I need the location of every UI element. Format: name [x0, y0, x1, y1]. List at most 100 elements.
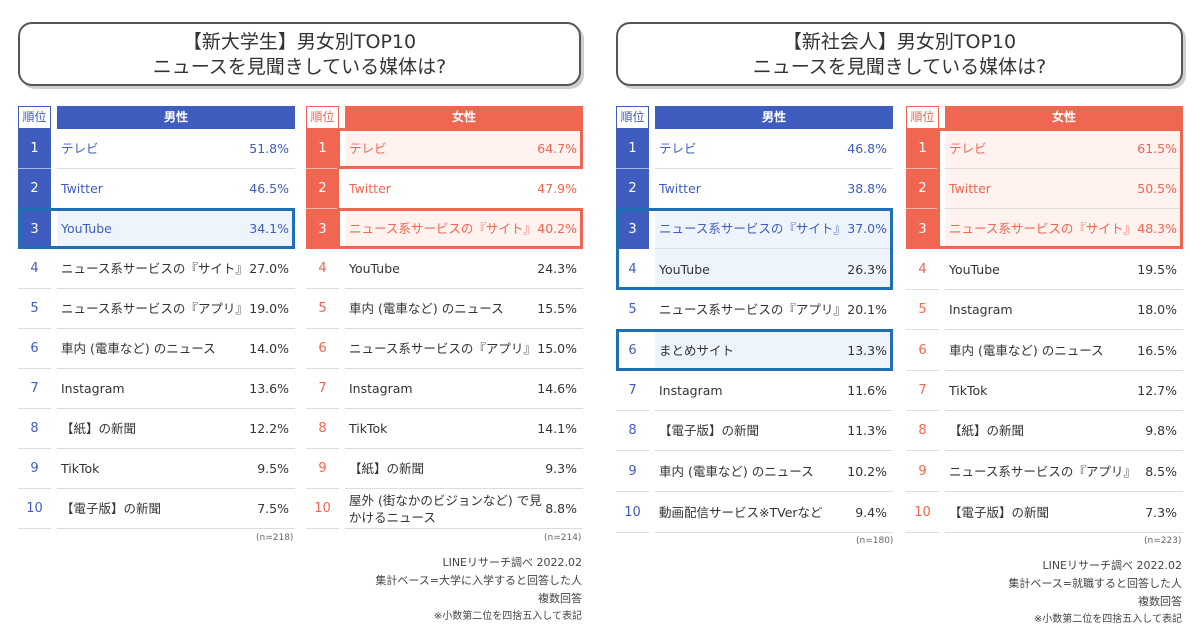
- rank-number: 4: [906, 249, 939, 290]
- percentage-value: 13.6%: [249, 381, 289, 396]
- item-cell: 車内 (電車など) のニュース 16.5%: [945, 330, 1183, 371]
- item-cell: Instagram 14.6%: [345, 369, 583, 409]
- percentage-value: 14.0%: [249, 341, 289, 356]
- rank-number: 10: [18, 489, 51, 529]
- item-cell: ニュース系サービスの『サイト』 40.2%: [345, 209, 583, 249]
- media-name: Instagram: [61, 381, 125, 396]
- male-column-header: 男性: [655, 106, 893, 129]
- item-cell: 車内 (電車など) のニュース 10.2%: [655, 451, 893, 492]
- note-multiple: 複数回答: [538, 592, 582, 605]
- item-cell: ニュース系サービスの『アプリ』 20.1%: [655, 290, 893, 330]
- table-row: 4 YouTube 19.5%: [906, 249, 1183, 290]
- female-sample-size: (n=214): [544, 533, 582, 543]
- percentage-value: 13.3%: [847, 342, 887, 358]
- item-cell: Twitter 47.9%: [345, 169, 583, 209]
- item-cell: Twitter 50.5%: [945, 169, 1183, 209]
- table-row: 10 屋外 (街なかのビジョンなど) で見かけるニュース 8.8%: [306, 489, 583, 529]
- table-row: 9 【紙】の新聞 9.3%: [306, 449, 583, 489]
- table-row: 5 ニュース系サービスの『アプリ』 20.1%: [616, 290, 893, 330]
- rank-number: 2: [306, 169, 339, 209]
- table-row: 6 車内 (電車など) のニュース 16.5%: [906, 330, 1183, 371]
- rank-number: 4: [306, 249, 339, 289]
- item-cell: 車内 (電車など) のニュース 14.0%: [57, 329, 295, 369]
- rank-number: 2: [18, 169, 51, 209]
- media-name: Twitter: [349, 181, 391, 196]
- note-source: LINEリサーチ調べ 2022.02: [442, 556, 582, 569]
- rank-number: 3: [306, 209, 339, 249]
- rank-number: 3: [18, 209, 51, 249]
- media-name: Twitter: [61, 181, 103, 196]
- media-name: ニュース系サービスの『サイト』: [949, 221, 1136, 236]
- rank-number: 8: [616, 411, 649, 451]
- media-name: ニュース系サービスの『サイト』: [349, 221, 536, 236]
- media-name: 動画配信サービス※TVerなど: [659, 504, 823, 520]
- rank-number: 6: [906, 330, 939, 371]
- media-name: 【電子版】の新聞: [949, 504, 1050, 520]
- rank-number: 2: [906, 169, 939, 209]
- table-row: 8 【電子版】の新聞 11.3%: [616, 411, 893, 451]
- percentage-value: 12.2%: [249, 421, 289, 436]
- percentage-value: 46.5%: [249, 181, 289, 196]
- rank-number: 8: [306, 409, 339, 449]
- title-line-2: ニュースを見聞きしている媒体は?: [752, 56, 1047, 78]
- panel-new-students: 【新大学生】男女別TOP10 ニュースを見聞きしている媒体は? 順位 男性 1 テレビ…: [18, 22, 583, 622]
- note-base: 集計ベース=大学に入学すると回答した人: [375, 574, 582, 587]
- media-name: 車内 (電車など) のニュース: [349, 301, 504, 316]
- panel-title: 【新大学生】男女別TOP10 ニュースを見聞きしている媒体は?: [18, 22, 581, 86]
- rank-number: 6: [616, 330, 649, 371]
- rank-number: 5: [306, 289, 339, 329]
- note-multiple: 複数回答: [1138, 595, 1182, 608]
- rank-number: 1: [18, 129, 51, 169]
- percentage-value: 7.5%: [257, 501, 289, 516]
- rank-column-header: 順位: [306, 106, 339, 129]
- table-row: 10 動画配信サービス※TVerなど 9.4%: [616, 492, 893, 533]
- table-row: 10 【電子版】の新聞 7.3%: [906, 492, 1183, 533]
- rank-column-header: 順位: [616, 106, 649, 129]
- media-name: YouTube: [949, 261, 1000, 277]
- table-row: 2 Twitter 50.5%: [906, 169, 1183, 209]
- rank-number: 3: [616, 209, 649, 249]
- media-name: テレビ: [659, 141, 697, 156]
- table-row: 7 TikTok 12.7%: [906, 371, 1183, 411]
- rank-number: 10: [306, 489, 339, 529]
- item-cell: 【紙】の新聞 9.8%: [945, 411, 1183, 451]
- panel-new-workers: 【新社会人】男女別TOP10 ニュースを見聞きしている媒体は? 順位 男性 1 テレビ…: [600, 0, 1200, 635]
- female-column-header: 女性: [345, 106, 583, 129]
- table-row: 1 テレビ 51.8%: [18, 129, 295, 169]
- media-name: 【電子版】の新聞: [61, 501, 162, 516]
- table-row: 9 車内 (電車など) のニュース 10.2%: [616, 451, 893, 492]
- media-name: ニュース系サービスの『サイト』: [659, 221, 846, 236]
- note-source: LINEリサーチ調べ 2022.02: [1042, 559, 1182, 572]
- percentage-value: 50.5%: [1137, 181, 1177, 196]
- media-name: YouTube: [61, 221, 112, 236]
- percentage-value: 11.3%: [847, 423, 887, 438]
- item-cell: テレビ 64.7%: [345, 129, 583, 169]
- media-name: 【紙】の新聞: [349, 461, 425, 476]
- rank-number: 7: [616, 371, 649, 411]
- rank-number: 10: [906, 492, 939, 533]
- table-row: 8 【紙】の新聞 12.2%: [18, 409, 295, 449]
- percentage-value: 9.5%: [257, 461, 289, 476]
- item-cell: Instagram 18.0%: [945, 290, 1183, 330]
- percentage-value: 9.3%: [545, 461, 577, 476]
- title-line-1: 【新社会人】男女別TOP10: [782, 31, 1017, 53]
- media-name: Twitter: [659, 181, 701, 196]
- table-row: 4 ニュース系サービスの『サイト』 27.0%: [18, 249, 295, 289]
- panel-title: 【新社会人】男女別TOP10 ニュースを見聞きしている媒体は?: [616, 22, 1183, 86]
- rank-number: 8: [18, 409, 51, 449]
- table-row: 5 ニュース系サービスの『アプリ』 19.0%: [18, 289, 295, 329]
- media-name: ニュース系サービスの『サイト』: [61, 261, 248, 276]
- percentage-value: 12.7%: [1137, 383, 1177, 398]
- percentage-value: 16.5%: [1137, 342, 1177, 358]
- percentage-value: 18.0%: [1137, 302, 1177, 317]
- item-cell: 屋外 (街なかのビジョンなど) で見かけるニュース 8.8%: [345, 489, 583, 529]
- percentage-value: 24.3%: [537, 261, 577, 276]
- table-row: 4 YouTube 26.3%: [616, 249, 893, 290]
- percentage-value: 27.0%: [249, 261, 289, 276]
- media-name: 屋外 (街なかのビジョンなど) で見かけるニュース: [349, 492, 542, 525]
- rank-number: 9: [18, 449, 51, 489]
- media-name: ニュース系サービスの『アプリ』: [659, 302, 846, 317]
- item-cell: ニュース系サービスの『アプリ』 19.0%: [57, 289, 295, 329]
- item-cell: 【紙】の新聞 12.2%: [57, 409, 295, 449]
- table-row: 3 ニュース系サービスの『サイト』 40.2%: [306, 209, 583, 249]
